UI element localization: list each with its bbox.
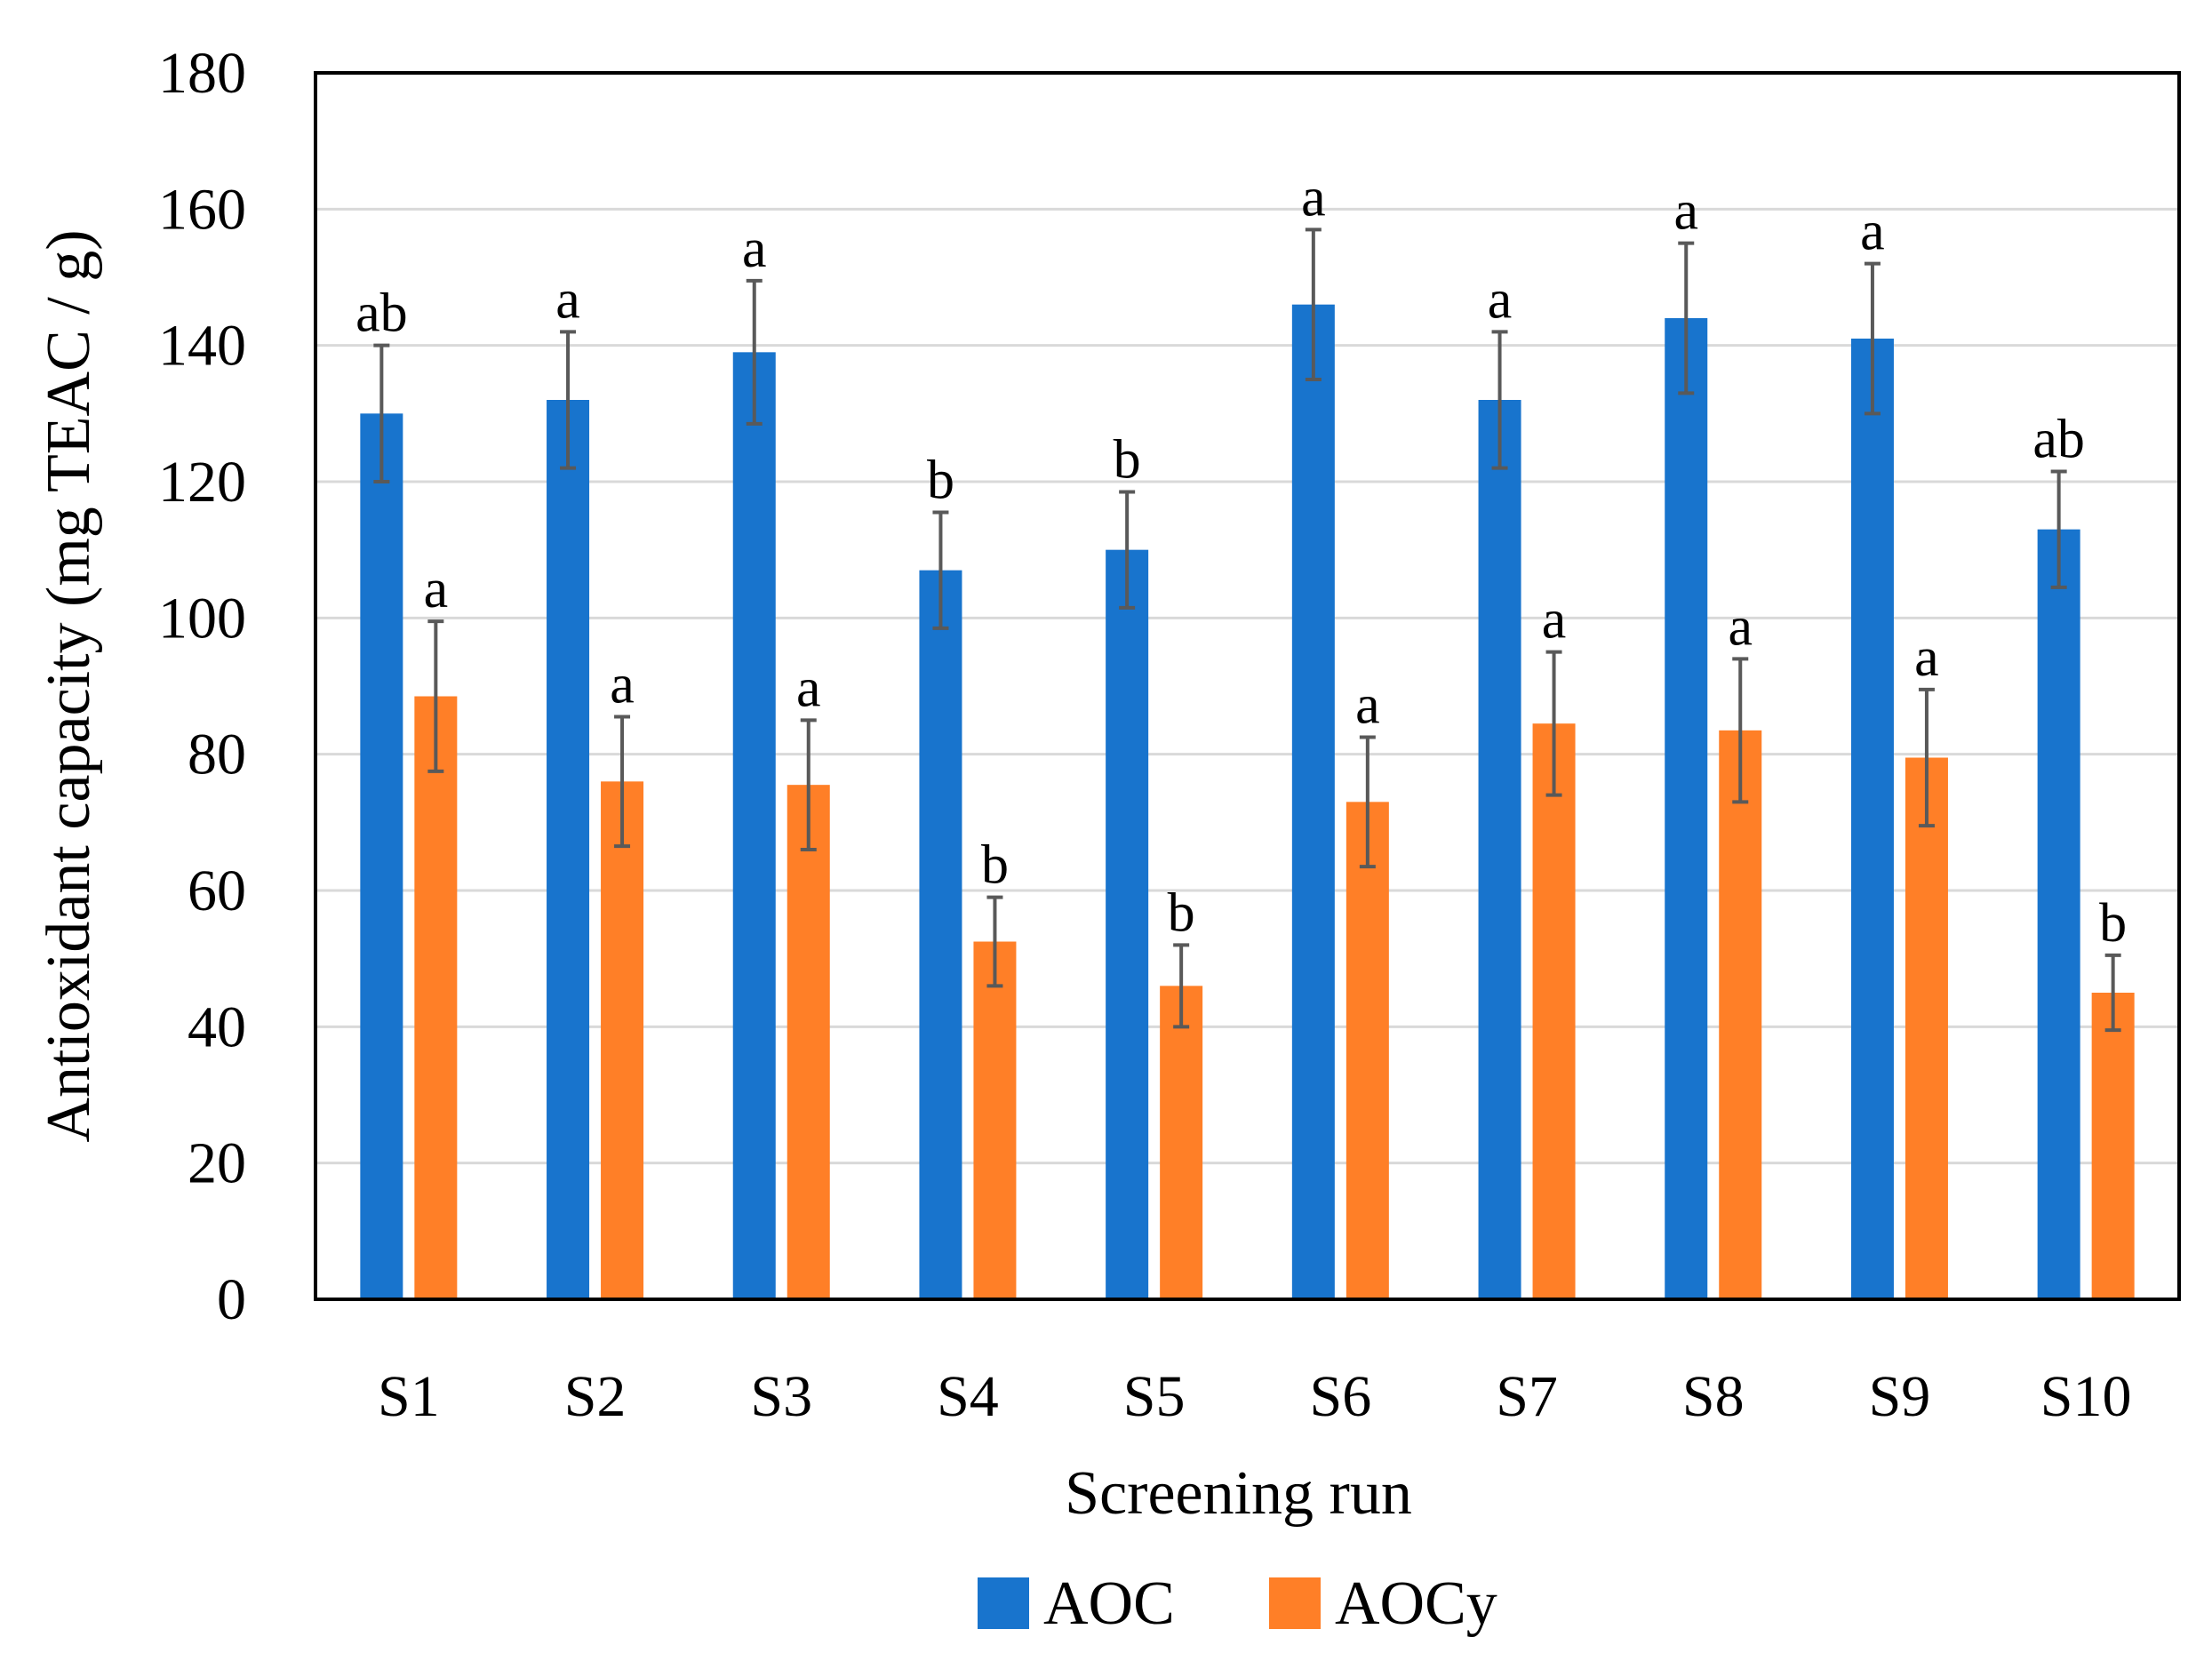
significance-letter: a xyxy=(610,655,635,715)
significance-letter: ab xyxy=(2032,410,2085,470)
y-axis-ticks: 0 20 40 60 80 100 120 140 160 180 xyxy=(158,41,246,1332)
x-tick-label: S3 xyxy=(750,1364,812,1429)
significance-letter: b xyxy=(2099,893,2127,954)
y-tick-label: 120 xyxy=(158,450,246,515)
x-tick-label: S4 xyxy=(937,1364,999,1429)
legend-label-aoc: AOC xyxy=(1043,1569,1175,1638)
bar-aoc-s7 xyxy=(1478,400,1521,1299)
y-tick-label: 80 xyxy=(188,723,246,787)
y-axis-title: Antioxidant capacity (mg TEAC / g) xyxy=(35,229,103,1142)
bar-aoc-s1 xyxy=(360,413,403,1299)
y-tick-label: 180 xyxy=(158,41,246,106)
y-tick-label: 0 xyxy=(217,1267,246,1332)
significance-letter: b xyxy=(1168,882,1195,943)
bar-aoc-s6 xyxy=(1291,304,1335,1300)
significance-letter: b xyxy=(927,451,954,511)
x-tick-label: S1 xyxy=(378,1364,440,1429)
y-tick-label: 100 xyxy=(158,586,246,651)
significance-letter: b xyxy=(1114,430,1141,491)
significance-letter: a xyxy=(1860,202,1885,262)
x-tick-label: S6 xyxy=(1309,1364,1371,1429)
bar-aoc-s5 xyxy=(1106,549,1149,1299)
significance-letter: b xyxy=(981,835,1009,896)
bar-aocy-s7 xyxy=(1532,723,1576,1299)
bars xyxy=(360,304,2135,1300)
significance-letter: a xyxy=(1728,596,1753,657)
significance-letter: a xyxy=(1355,675,1380,736)
bar-aoc-s8 xyxy=(1665,318,1708,1299)
y-tick-label: 60 xyxy=(188,858,246,923)
bar-aoc-s9 xyxy=(1850,339,1894,1299)
bar-aocy-s1 xyxy=(414,696,458,1299)
y-tick-label: 160 xyxy=(158,177,246,242)
bar-aocy-s3 xyxy=(787,785,830,1299)
bar-aoc-s10 xyxy=(2037,529,2080,1299)
x-tick-label: S7 xyxy=(1496,1364,1558,1429)
legend: AOC AOCy xyxy=(978,1569,1497,1638)
x-axis-title: Screening run xyxy=(1065,1459,1412,1528)
significance-letter: a xyxy=(1542,590,1567,651)
x-axis-ticks: S1 S2 S3 S4 S5 S6 S7 S8 S9 S10 xyxy=(378,1364,2132,1429)
y-tick-label: 140 xyxy=(158,314,246,379)
legend-label-aocy: AOCy xyxy=(1335,1569,1497,1638)
bar-aocy-s4 xyxy=(973,941,1017,1299)
bar-aocy-s5 xyxy=(1160,986,1203,1299)
plot-area-frame xyxy=(314,71,2181,1301)
legend-swatch-aocy xyxy=(1269,1577,1321,1629)
x-tick-label: S9 xyxy=(1869,1364,1931,1429)
bar-aoc-s3 xyxy=(732,352,776,1299)
bar-aocy-s6 xyxy=(1346,802,1389,1299)
significance-letter: a xyxy=(1488,269,1513,330)
significance-letter: a xyxy=(1914,627,1939,688)
bar-aocy-s8 xyxy=(1719,730,1762,1299)
significance-letter: ab xyxy=(355,283,408,344)
x-tick-label: S5 xyxy=(1123,1364,1186,1429)
x-tick-label: S2 xyxy=(564,1364,627,1429)
bar-aocy-s9 xyxy=(1905,757,1948,1299)
x-tick-label: S10 xyxy=(2040,1364,2132,1429)
bar-aoc-s4 xyxy=(919,570,962,1299)
x-tick-label: S8 xyxy=(1682,1364,1745,1429)
significance-letter: a xyxy=(742,219,767,279)
significance-letter: a xyxy=(424,559,449,619)
error-bars xyxy=(373,228,2121,1033)
legend-swatch-aoc xyxy=(978,1577,1029,1629)
significance-letter: a xyxy=(555,269,580,330)
gridlines xyxy=(315,207,2179,1165)
bar-aocy-s10 xyxy=(2091,993,2135,1299)
y-tick-label: 40 xyxy=(188,994,246,1059)
bar-aocy-s2 xyxy=(601,781,644,1299)
y-tick-label: 20 xyxy=(188,1131,246,1196)
significance-letter: a xyxy=(796,658,821,718)
significance-letter: a xyxy=(1301,167,1326,228)
significance-letter: a xyxy=(1673,181,1698,242)
bar-aoc-s2 xyxy=(547,400,590,1299)
